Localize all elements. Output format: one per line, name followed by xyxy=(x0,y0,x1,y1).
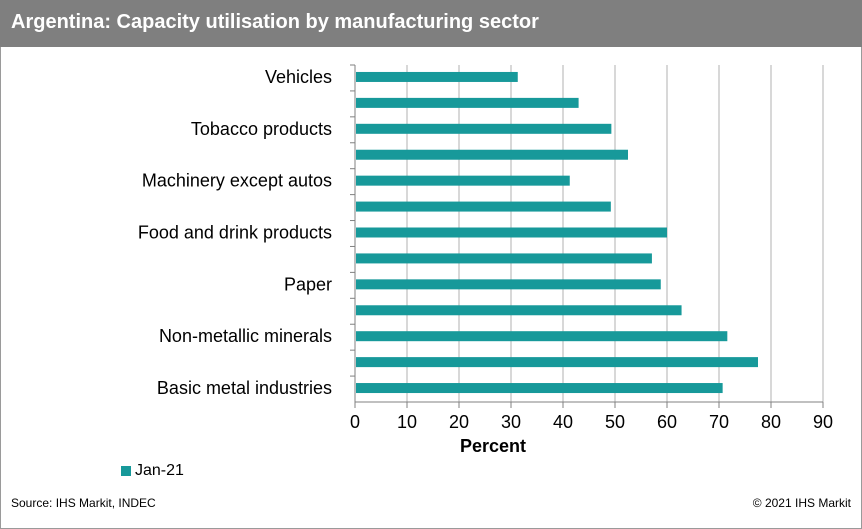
category-label: Non-metallic minerals xyxy=(159,326,332,346)
bar xyxy=(356,123,612,134)
title-bar: Argentina: Capacity utilisation by manuf… xyxy=(0,0,862,47)
bar xyxy=(356,97,579,108)
bar xyxy=(356,305,682,316)
legend: Jan-21 xyxy=(121,462,184,480)
legend-swatch xyxy=(121,466,131,476)
x-tick-label: 50 xyxy=(605,412,625,432)
bar xyxy=(356,253,652,264)
x-tick-label: 90 xyxy=(813,412,833,432)
category-label: Vehicles xyxy=(265,67,332,87)
category-label: Machinery except autos xyxy=(142,171,332,191)
x-tick-label: 0 xyxy=(350,412,360,432)
bar xyxy=(356,227,667,238)
category-label: Food and drink products xyxy=(138,223,332,243)
x-tick-label: 70 xyxy=(709,412,729,432)
bar xyxy=(356,383,723,394)
x-tick-label: 60 xyxy=(657,412,677,432)
category-label: Basic metal industries xyxy=(157,378,332,398)
x-tick-label: 10 xyxy=(397,412,417,432)
x-tick-label: 40 xyxy=(553,412,573,432)
bar xyxy=(356,175,570,186)
x-tick-label: 30 xyxy=(501,412,521,432)
bar xyxy=(356,201,611,212)
x-tick-label: 20 xyxy=(449,412,469,432)
copyright-note: © 2021 IHS Markit xyxy=(752,496,851,510)
chart-title: Argentina: Capacity utilisation by manuf… xyxy=(11,11,539,33)
bar xyxy=(356,149,628,160)
bar xyxy=(356,357,758,368)
bar xyxy=(356,71,518,82)
legend-label: Jan-21 xyxy=(135,462,184,479)
source-note: Source: IHS Markit, INDEC xyxy=(11,496,156,510)
bar xyxy=(356,331,728,342)
bar xyxy=(356,279,661,290)
x-tick-label: 80 xyxy=(761,412,781,432)
x-axis-label: Percent xyxy=(460,436,526,456)
category-label: Tobacco products xyxy=(191,119,332,139)
category-label: Paper xyxy=(284,274,332,294)
